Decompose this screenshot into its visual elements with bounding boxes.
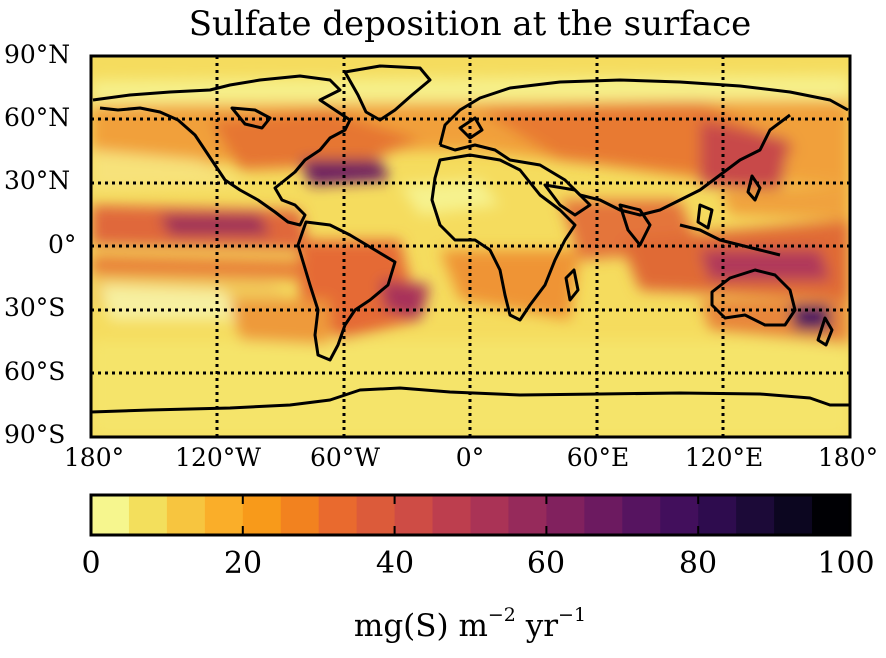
lon-label-120e: 120°E xyxy=(684,443,764,472)
gridlines xyxy=(91,56,850,437)
colorbar-tick-label-60: 60 xyxy=(526,546,566,581)
colorbar-swatch xyxy=(394,495,434,535)
lat-label-30s: 30°S xyxy=(4,293,66,322)
colorbar-tick-label-0: 0 xyxy=(81,546,101,581)
colorbar-ticks xyxy=(90,495,851,535)
colorbar-swatch xyxy=(318,495,358,535)
lon-label-180e: 180° xyxy=(817,443,879,472)
colorbar-tick-label-40: 40 xyxy=(375,546,415,581)
colorbar-swatch xyxy=(508,495,547,535)
lat-label-0: 0° xyxy=(48,230,77,259)
colorbar-swatch xyxy=(660,495,699,535)
colorbar-swatch xyxy=(432,495,472,535)
colorbar-swatch xyxy=(242,495,282,535)
colorbar-swatch xyxy=(204,495,244,535)
colorbar-swatch xyxy=(91,495,130,535)
colorbar-units-label: mg(S) m−2 yr−1 xyxy=(90,606,850,646)
colorbar-swatch xyxy=(546,495,585,535)
map-title: Sulfate deposition at the surface xyxy=(188,4,752,44)
lon-label-0: 0° xyxy=(455,443,485,472)
colorbar-swatch xyxy=(128,495,168,535)
colorbar-frame xyxy=(89,493,852,537)
colorbar-swatch xyxy=(622,495,661,535)
units-mid: yr xyxy=(515,608,559,644)
colorbar-swatch xyxy=(584,495,623,535)
colorbar-swatch xyxy=(356,495,396,535)
lon-label-180w: 180° xyxy=(63,443,125,472)
colorbar-swatch xyxy=(812,495,851,535)
colorbar-tick-label-20: 20 xyxy=(223,546,263,581)
colorbar-swatch xyxy=(166,495,206,535)
lat-label-30n: 30°N xyxy=(4,166,71,195)
lat-label-90s: 90°S xyxy=(4,420,66,449)
units-exp-area: −2 xyxy=(487,604,516,626)
lon-label-60w: 60°W xyxy=(309,443,381,472)
colorbar-swatch xyxy=(736,495,775,535)
units-main: mg(S) m xyxy=(353,608,488,644)
colorbar-swatch xyxy=(774,495,813,535)
lon-label-60e: 60°E xyxy=(566,443,630,472)
colorbar-tick-label-100: 100 xyxy=(817,546,875,581)
lon-label-120w: 120°W xyxy=(175,443,261,472)
colorbar-swatch xyxy=(470,495,510,535)
colorbar-swatch xyxy=(698,495,737,535)
lat-label-60s: 60°S xyxy=(4,357,66,386)
units-exp-time: −1 xyxy=(558,604,587,626)
lat-label-60n: 60°N xyxy=(4,103,71,132)
lat-label-90n: 90°N xyxy=(4,40,71,69)
colorbar-swatch xyxy=(280,495,320,535)
colorbar xyxy=(91,495,851,535)
map-frame xyxy=(89,54,852,439)
colorbar-tick-label-80: 80 xyxy=(678,546,718,581)
